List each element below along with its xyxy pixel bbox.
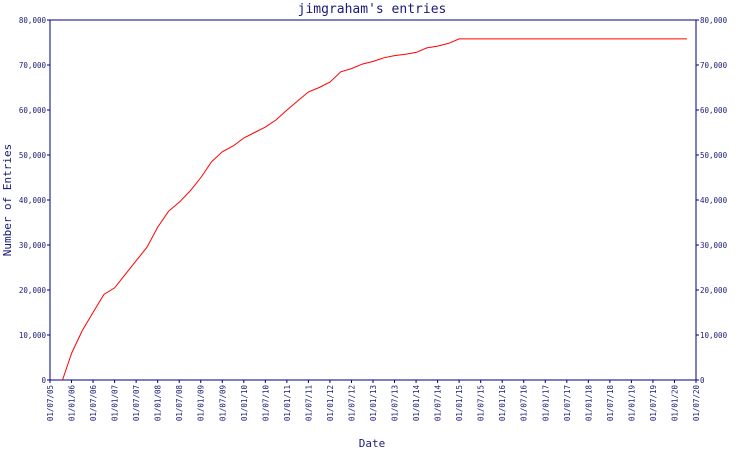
x-tick-label: 01/07/06 [89, 385, 98, 422]
y-tick-label-left: 50,000 [19, 151, 47, 160]
y-tick-label-left: 70,000 [19, 61, 47, 70]
x-tick-label: 01/07/20 [692, 385, 701, 422]
x-tick-label: 01/07/16 [520, 385, 529, 422]
y-tick-label-right: 50,000 [700, 151, 728, 160]
x-tick-label: 01/01/07 [111, 385, 120, 421]
x-tick-label: 01/01/18 [584, 385, 593, 422]
chart-title: jimgraham's entries [298, 2, 447, 17]
x-tick-label: 01/01/06 [68, 385, 77, 422]
series-line [62, 38, 687, 381]
x-tick-label: 01/01/10 [240, 385, 249, 422]
x-tick-label: 01/01/08 [154, 385, 163, 422]
x-tick-label: 01/07/18 [606, 385, 615, 422]
x-tick-label: 01/07/17 [563, 385, 572, 421]
x-tick-label: 01/01/15 [455, 385, 464, 421]
x-tick-label: 01/01/09 [197, 385, 206, 421]
y-axis-label: Number of Entries [1, 144, 14, 257]
x-tick-label: 01/07/07 [132, 385, 141, 421]
x-tick-label: 01/07/19 [649, 385, 658, 421]
x-tick-label: 01/07/09 [218, 385, 227, 421]
x-tick-label: 01/07/11 [304, 385, 313, 421]
y-tick-label-left: 40,000 [19, 196, 47, 205]
x-tick-label: 01/01/12 [326, 385, 335, 421]
y-tick-label-right: 20,000 [700, 286, 728, 295]
x-axis: 01/07/05 01/01/06 01/07/06 01/01/07 01/07/07… [46, 380, 701, 421]
y-axis: 0 0 10,000 10,000 20,000 20,000 30,000 30,000 40… [19, 16, 728, 385]
x-tick-label: 01/01/11 [283, 385, 292, 421]
y-tick-label-left: 60,000 [19, 106, 47, 115]
plot-frame [49, 19, 697, 381]
y-tick-label-right: 10,000 [700, 331, 728, 340]
x-tick-label: 01/01/19 [627, 385, 636, 421]
y-tick-label-left: 10,000 [19, 331, 47, 340]
x-tick-label: 01/01/14 [412, 385, 421, 422]
x-tick-label: 01/01/16 [498, 385, 507, 422]
x-tick-label: 01/07/13 [391, 385, 400, 421]
y-tick-label-right: 40,000 [700, 196, 728, 205]
y-tick-label-left: 0 [41, 376, 46, 385]
x-tick-label: 01/07/10 [261, 385, 270, 422]
y-tick-label-right: 0 [700, 376, 705, 385]
x-tick-label: 01/07/15 [477, 385, 486, 421]
x-tick-label: 01/07/14 [434, 385, 443, 422]
y-tick-label-right: 60,000 [700, 106, 728, 115]
y-tick-label-right: 30,000 [700, 241, 728, 250]
x-axis-label: Date [359, 437, 386, 450]
x-tick-label: 01/07/05 [46, 385, 55, 421]
y-tick-label-left: 80,000 [19, 16, 47, 25]
x-tick-label: 01/07/12 [347, 385, 356, 421]
x-tick-label: 01/07/08 [175, 385, 184, 422]
y-tick-label-right: 80,000 [700, 16, 728, 25]
y-tick-label-left: 20,000 [19, 286, 47, 295]
x-tick-label: 01/01/17 [541, 385, 550, 421]
x-tick-label: 01/01/13 [369, 385, 378, 421]
y-tick-label-right: 70,000 [700, 61, 728, 70]
x-tick-label: 01/01/20 [670, 385, 679, 422]
y-tick-label-left: 30,000 [19, 241, 47, 250]
